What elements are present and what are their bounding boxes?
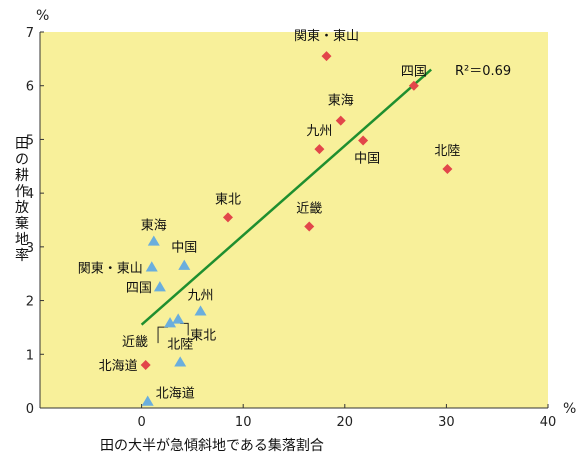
x-tick-label: 10	[235, 415, 252, 430]
x-tick-label: 40	[540, 415, 557, 430]
point-label: 北海道	[156, 387, 195, 402]
y-axis-title-char: 棄	[15, 216, 29, 232]
point-label: 九州	[306, 124, 332, 139]
diamond-marker	[140, 360, 151, 371]
point-label: 北陸	[434, 143, 460, 159]
point-label: 東北	[215, 191, 241, 207]
point-label: 関東・東山	[294, 28, 359, 44]
diamond-marker	[358, 135, 369, 146]
diamond-marker	[304, 221, 315, 232]
diamond-marker	[222, 212, 233, 223]
diamond-marker	[335, 115, 346, 126]
point-label: 中国	[171, 241, 197, 256]
point-label: 近畿	[122, 335, 148, 350]
triangle-marker	[164, 317, 177, 328]
point-label: 九州	[188, 288, 214, 303]
point-label: 関東・東山	[78, 260, 143, 276]
data-marks	[140, 51, 453, 406]
y-tick-label: 6	[26, 80, 34, 95]
diamond-marker	[314, 144, 325, 155]
point-label: 近畿	[296, 201, 322, 216]
y-axis-title-char: 地	[15, 232, 29, 248]
y-axis-title-char: 耕	[15, 167, 29, 184]
point-label: 中国	[354, 152, 380, 167]
point-label: 東北	[190, 327, 216, 343]
y-axis-title-char: 率	[15, 247, 29, 264]
triangle-marker	[147, 235, 160, 246]
r-squared-annotation: R²＝0.69	[455, 64, 511, 79]
y-tick-label: 1	[26, 348, 34, 363]
x-tick-label: 0	[137, 415, 145, 430]
point-label: 北海道	[99, 359, 138, 374]
y-tick-label: 2	[26, 295, 34, 310]
y-tick-label: 7	[26, 26, 34, 41]
x-unit-label: %	[563, 401, 576, 417]
y-tick-label: 0	[26, 402, 34, 417]
trend-line	[140, 68, 432, 326]
y-axis-title-char: 作	[15, 184, 29, 200]
triangle-marker	[141, 395, 154, 406]
triangle-marker	[153, 281, 166, 292]
triangle-marker	[178, 259, 191, 270]
point-label: 東海	[141, 217, 167, 233]
plot-area	[40, 32, 548, 408]
diamond-marker	[442, 163, 453, 174]
y-tick-label: 4	[26, 187, 34, 202]
axes: 0 1 2 3 4 5 6 7 0 10 20 30 40	[26, 26, 557, 430]
x-tick-label: 20	[337, 415, 354, 430]
point-label: 四国	[401, 65, 427, 80]
data-labels: 関東・東山四国東海九州中国北陸東北近畿北海道東海関東・東山中国四国 九州東北近畿北…	[78, 28, 461, 401]
x-tick-label: 30	[438, 415, 455, 430]
triangle-marker	[194, 305, 207, 316]
y-tick-label: 3	[26, 241, 34, 256]
point-label: 北陸	[167, 336, 193, 352]
y-axis-title-char: 田	[15, 136, 29, 152]
triangle-marker	[172, 313, 185, 324]
y-axis-title-char: 放	[15, 200, 29, 216]
diamond-marker	[321, 51, 332, 62]
y-axis-title-char: の	[15, 152, 29, 168]
diamond-marker	[408, 80, 419, 91]
x-axis-title: 田の大半が急傾斜地である集落割合	[100, 437, 324, 454]
y-unit-label: %	[36, 8, 49, 24]
triangle-marker	[145, 261, 158, 272]
y-axis-title: 田の耕作放棄地率	[15, 136, 29, 264]
point-label: 東海	[328, 93, 354, 109]
point-label: 四国	[126, 281, 152, 296]
y-tick-label: 5	[26, 133, 34, 148]
triangle-marker	[174, 356, 187, 367]
